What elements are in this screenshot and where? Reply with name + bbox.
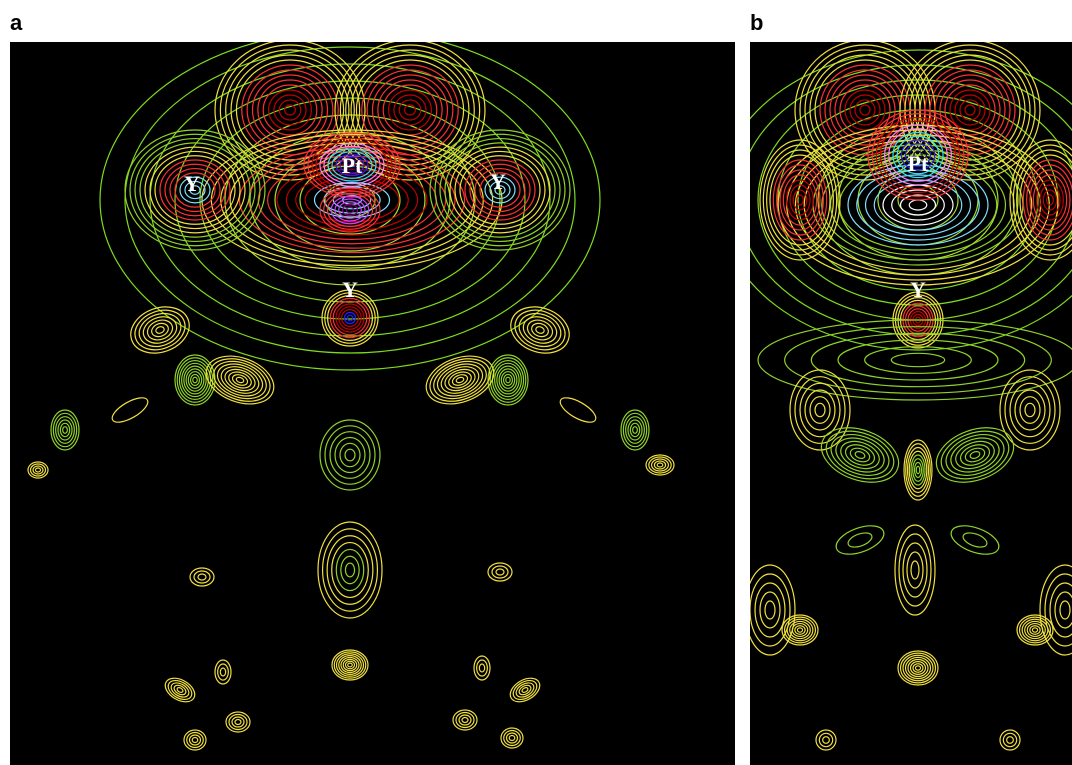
atom-label: Pt: [908, 151, 929, 176]
atom-label: Y: [910, 277, 926, 302]
atom-label: Y: [184, 171, 200, 196]
panel-label: a: [10, 10, 23, 35]
figure: a b Pt Y Y Y Pt Y: [0, 0, 1072, 765]
atom-label: Y: [490, 169, 506, 194]
atom-label: Pt: [342, 153, 363, 178]
panel-background: [10, 42, 735, 765]
panel-label: b: [750, 10, 763, 35]
atom-label: Y: [342, 277, 358, 302]
